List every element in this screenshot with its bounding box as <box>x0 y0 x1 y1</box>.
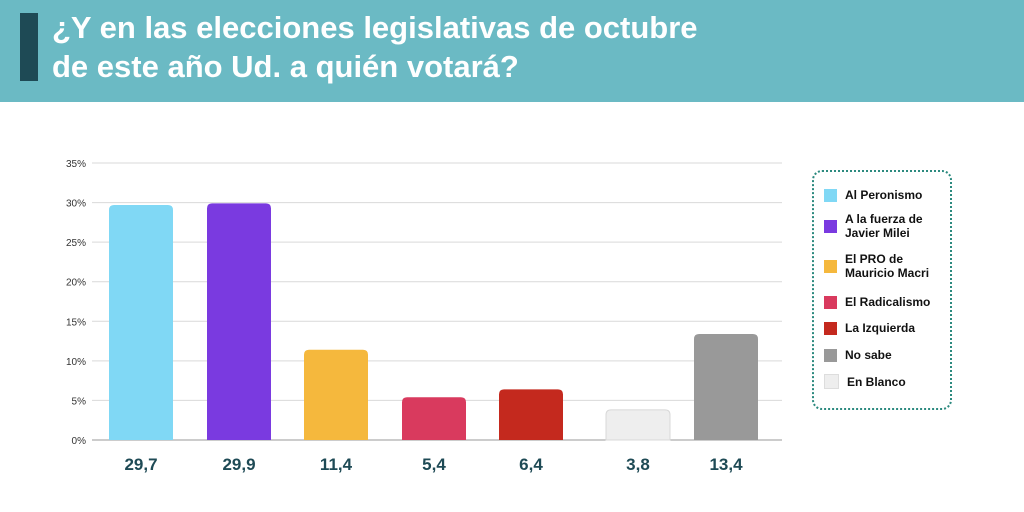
legend-swatch <box>824 348 837 362</box>
header-banner: ¿Y en las elecciones legislativas de oct… <box>0 0 1024 102</box>
legend-label: La Izquierda <box>845 321 916 335</box>
legend-swatch <box>824 321 837 335</box>
legend-item: No sabe <box>824 348 950 362</box>
y-tick-label: 35% <box>66 159 86 170</box>
legend-item: A la fuerza de Javier Milei <box>824 212 950 240</box>
legend-label: A la fuerza de Javier Milei <box>845 212 923 240</box>
data-label: 11,4 <box>320 455 353 474</box>
legend-label: No sabe <box>845 348 892 362</box>
data-label: 3,8 <box>626 455 650 474</box>
header-accent-bar <box>20 13 38 81</box>
title-line-1: ¿Y en las elecciones legislativas de oct… <box>52 10 698 45</box>
legend-swatch <box>824 259 837 273</box>
legend-swatch <box>824 219 837 233</box>
legend-label: El PRO de Mauricio Macri <box>845 252 930 280</box>
page-title: ¿Y en las elecciones legislativas de oct… <box>52 8 952 86</box>
bar <box>304 349 368 440</box>
y-tick-label: 15% <box>66 317 86 328</box>
bar <box>109 204 173 440</box>
bar <box>499 389 563 440</box>
legend-label: El Radicalismo <box>845 295 931 309</box>
bar <box>207 203 271 440</box>
data-label: 29,9 <box>222 455 255 474</box>
y-tick-label: 5% <box>72 396 87 407</box>
y-tick-label: 30% <box>66 199 86 210</box>
y-tick-label: 10% <box>66 357 86 368</box>
y-tick-label: 0% <box>72 436 87 447</box>
chart-legend: Al Peronismo A la fuerza de Javier Milei… <box>812 170 952 410</box>
y-tick-label: 20% <box>66 278 86 289</box>
legend-swatch <box>824 374 839 389</box>
legend-item: El Radicalismo <box>824 295 950 309</box>
legend-item: En Blanco <box>824 374 950 389</box>
bar <box>694 333 758 440</box>
y-tick-label: 25% <box>66 238 86 249</box>
legend-item: La Izquierda <box>824 321 950 335</box>
legend-label: En Blanco <box>847 374 906 389</box>
data-label: 5,4 <box>422 455 446 474</box>
legend-item: El PRO de Mauricio Macri <box>824 252 950 280</box>
bar <box>605 409 671 441</box>
data-label: 6,4 <box>519 455 543 474</box>
legend-label: Al Peronismo <box>845 188 923 202</box>
legend-swatch <box>824 188 837 202</box>
title-line-2: de este año Ud. a quién votará? <box>52 49 519 84</box>
bar <box>402 397 466 440</box>
data-label: 29,7 <box>124 455 157 474</box>
legend-swatch <box>824 295 837 309</box>
data-label: 13,4 <box>709 455 743 474</box>
legend-item: Al Peronismo <box>824 188 950 202</box>
